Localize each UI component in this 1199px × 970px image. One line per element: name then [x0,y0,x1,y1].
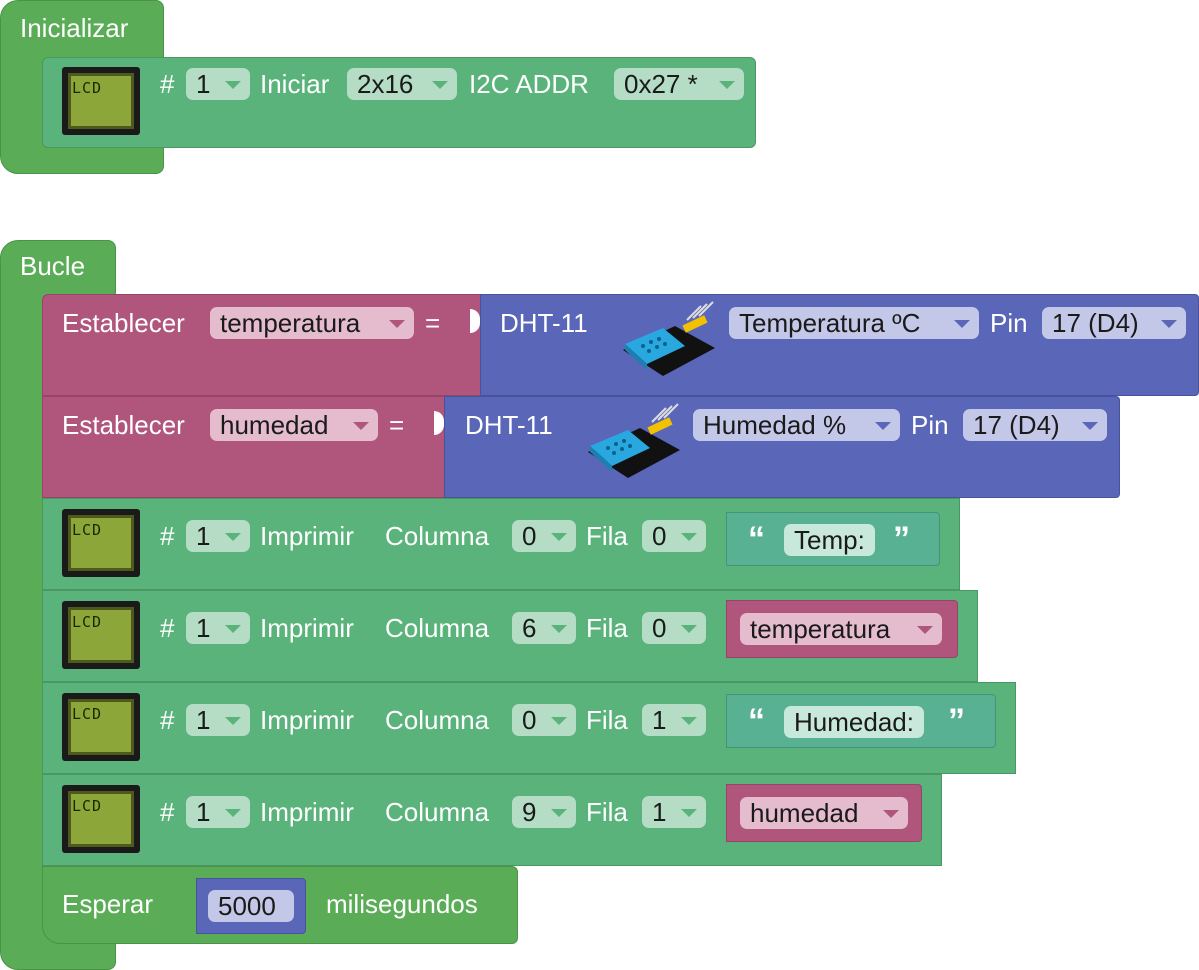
pin-label: Pin [990,308,1028,338]
lcd-display-icon: LCD [62,601,140,669]
variable-dropdown-temperatura[interactable]: temperatura [740,613,942,645]
lcd-display-icon: LCD [62,693,140,761]
wait-label: Esperar [62,889,154,919]
column-label: Columna [385,797,490,827]
row-label: Fila [586,705,628,735]
measure-dropdown-temperature[interactable]: Temperatura ºC [729,307,979,339]
lcd-number-dropdown[interactable]: 1 [186,796,250,828]
print-label: Imprimir [260,613,354,643]
milliseconds-label: milisegundos [326,889,478,919]
i2c-address-dropdown[interactable]: 0x27 * [614,68,744,100]
print-label: Imprimir [260,705,354,735]
row-dropdown[interactable]: 0 [642,520,706,552]
hash-label: # [160,69,175,99]
lcd-display-icon: LCD [62,509,140,577]
loop-label: Bucle [20,251,86,281]
row-label: Fila [586,613,628,643]
input-connector [470,309,480,333]
row-label: Fila [586,797,628,827]
lcd-number-dropdown[interactable]: 1 [186,520,250,552]
input-connector [716,527,726,551]
column-dropdown[interactable]: 6 [512,612,576,644]
hash-label: # [160,797,175,827]
lcd-number-dropdown[interactable]: 1 [186,704,250,736]
hash-label: # [160,613,175,643]
equals-label: = [389,410,405,440]
open-quote-icon: “ [748,520,765,558]
input-connector [716,617,726,641]
column-label: Columna [385,521,490,551]
row-dropdown[interactable]: 0 [642,612,706,644]
row-dropdown[interactable]: 1 [642,796,706,828]
input-connector [716,709,726,733]
hash-label: # [160,521,175,551]
lcd-number-dropdown[interactable]: 1 [186,68,250,100]
i2c-addr-label: I2C ADDR [469,69,589,99]
pin-dropdown[interactable]: 17 (D4) [963,409,1107,441]
dht11-sensor-icon [588,403,680,478]
text-field[interactable]: Temp: [784,524,875,556]
pin-label: Pin [911,410,949,440]
lcd-size-dropdown[interactable]: 2x16 [347,68,457,100]
input-connector [716,801,726,825]
input-connector [186,893,196,917]
lcd-number-dropdown[interactable]: 1 [186,612,250,644]
milliseconds-input[interactable]: 5000 [208,890,294,922]
equals-label: = [425,308,441,338]
variable-dropdown-humedad[interactable]: humedad [210,409,378,441]
start-label: Iniciar [260,69,330,99]
input-connector [434,411,444,435]
text-block[interactable] [726,512,940,566]
set-label: Establecer [62,308,185,338]
init-label: Inicializar [20,13,129,43]
hash-label: # [160,705,175,735]
column-label: Columna [385,613,490,643]
lcd-display-icon: LCD [62,785,140,853]
close-quote-icon: ” [893,520,910,558]
close-quote-icon: ” [948,702,965,740]
text-field[interactable]: Humedad: [784,706,924,738]
column-dropdown[interactable]: 0 [512,520,576,552]
set-label: Establecer [62,410,185,440]
sensor-label: DHT-11 [500,308,588,338]
variable-dropdown-temperatura[interactable]: temperatura [210,307,414,339]
column-dropdown[interactable]: 0 [512,704,576,736]
sensor-label: DHT-11 [465,410,553,440]
print-label: Imprimir [260,797,354,827]
dht11-sensor-icon [623,301,715,376]
lcd-display-icon: LCD [62,67,140,135]
measure-dropdown-humidity[interactable]: Humedad % [693,409,900,441]
row-label: Fila [586,521,628,551]
pin-dropdown[interactable]: 17 (D4) [1042,307,1186,339]
open-quote-icon: “ [748,702,765,740]
print-label: Imprimir [260,521,354,551]
column-label: Columna [385,705,490,735]
variable-dropdown-humedad[interactable]: humedad [740,797,908,829]
row-dropdown[interactable]: 1 [642,704,706,736]
column-dropdown[interactable]: 9 [512,796,576,828]
